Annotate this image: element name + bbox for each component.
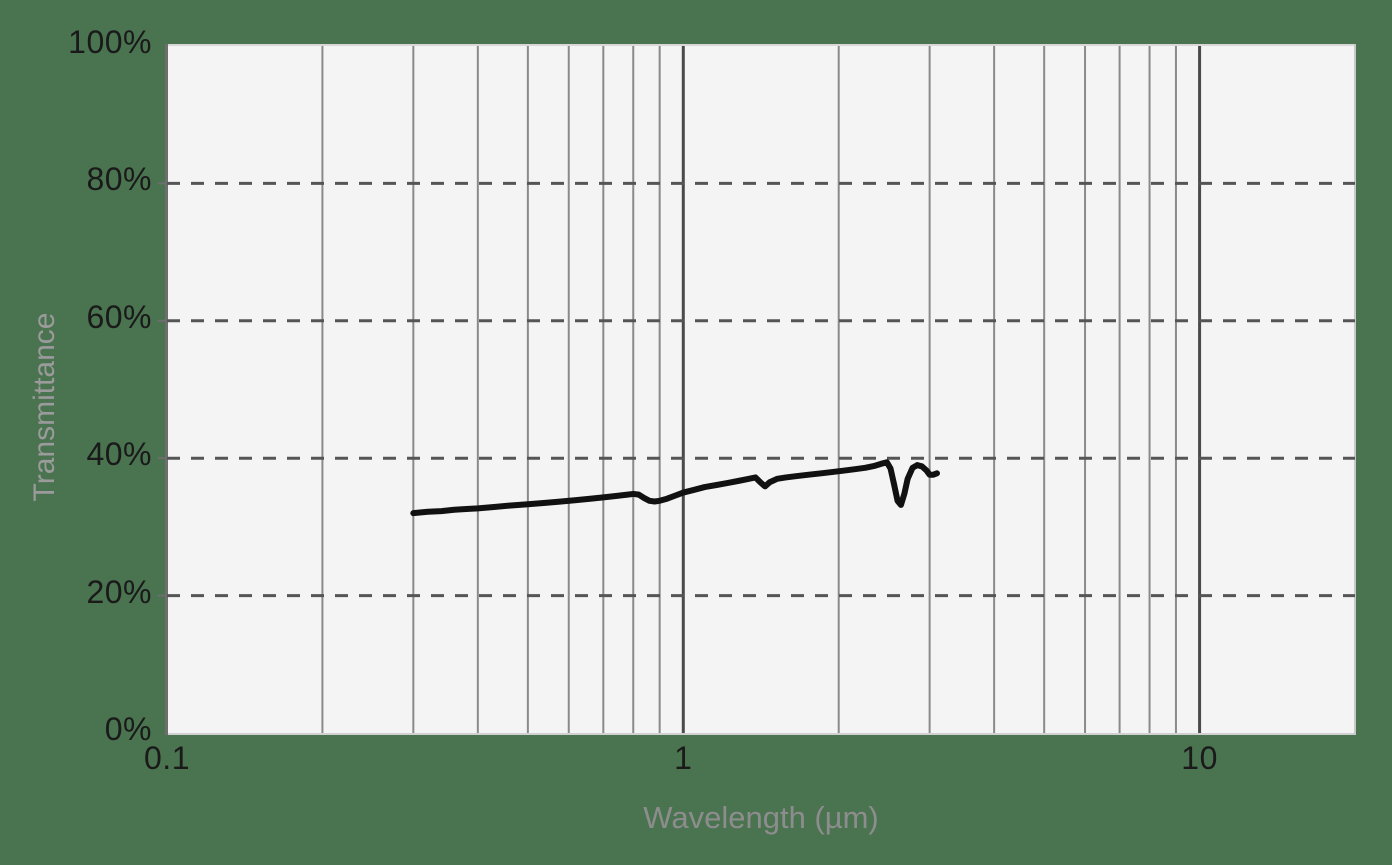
x-axis-title: Wavelength (µm) <box>643 800 879 835</box>
y-tick-label: 80% <box>86 161 152 198</box>
y-tick-label: 60% <box>86 298 152 335</box>
y-tick-label: 20% <box>86 573 152 610</box>
plot-border-top <box>167 44 1355 46</box>
plot-area <box>167 46 1355 733</box>
plot-border-right <box>1354 44 1356 735</box>
plot-border-bottom <box>167 733 1355 735</box>
y-tick-label: 100% <box>68 24 152 60</box>
y-axis-spine <box>165 44 168 735</box>
x-tick-label: 1 <box>674 740 693 776</box>
y-tick-label: 0% <box>104 711 152 747</box>
x-tick-label: 10 <box>1181 740 1218 776</box>
y-axis-title: Transmittance <box>28 312 61 502</box>
y-tick-labels: 100% 80% 60% 40% 20% 0% <box>0 0 152 865</box>
x-tick-label: 0.1 <box>144 740 190 776</box>
y-tick-label: 40% <box>86 436 152 473</box>
